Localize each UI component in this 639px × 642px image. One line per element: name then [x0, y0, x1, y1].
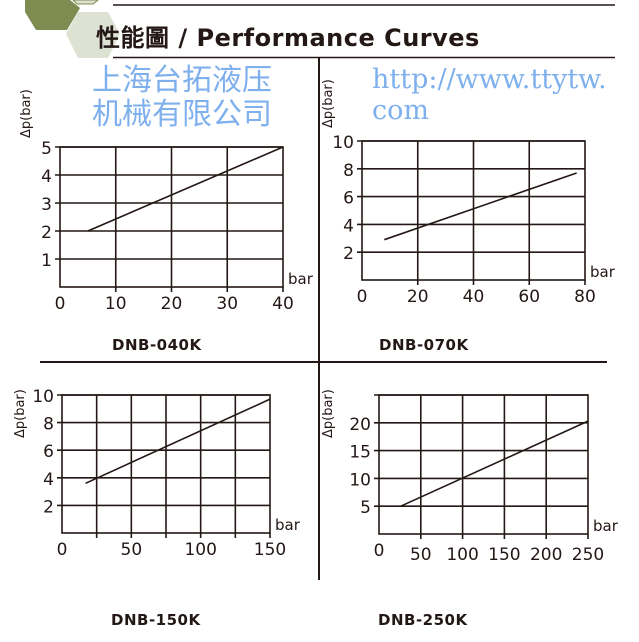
y-tick-label: 5	[41, 139, 52, 159]
x-tick-label: 30	[216, 294, 238, 314]
vertical-divider	[318, 57, 320, 580]
plot-frame	[378, 394, 589, 535]
series-line	[85, 398, 271, 485]
x-axis-label: bar	[590, 263, 616, 281]
y-tick-label: 10	[32, 387, 54, 407]
x-axis-label: bar	[275, 516, 301, 534]
y-tick-label: 4	[343, 216, 354, 236]
y-tick-label: 2	[43, 497, 54, 517]
y-tick-label: 1	[41, 251, 52, 271]
x-tick-label: 60	[518, 287, 540, 307]
y-tick-label: 4	[43, 470, 54, 490]
x-tick-label: 100	[446, 545, 478, 565]
x-tick-label: 150	[488, 545, 520, 565]
x-tick-label: 50	[410, 545, 432, 565]
x-tick-label: 100	[184, 540, 216, 560]
y-axis-label: Δp(bar)	[321, 389, 336, 438]
y-tick-label: 15	[349, 443, 371, 463]
series-line	[384, 172, 577, 241]
y-tick-label: 20	[349, 415, 371, 435]
y-axis-label: Δp(bar)	[19, 89, 34, 138]
y-axis-label: Δp(bar)	[13, 389, 28, 438]
y-tick-label: 8	[343, 161, 354, 181]
x-tick-label: 0	[374, 541, 385, 561]
x-tick-label: 80	[574, 287, 596, 307]
model-label-dnb-250k: DNB-250K	[378, 611, 468, 629]
model-label-dnb-070k: DNB-070K	[379, 336, 469, 354]
y-tick-label: 8	[43, 415, 54, 435]
page-title: 性能圖 / Performance Curves	[96, 24, 480, 52]
y-tick-label: 2	[41, 223, 52, 243]
x-tick-label: 40	[463, 287, 485, 307]
x-tick-label: 20	[161, 294, 183, 314]
x-tick-label: 0	[55, 294, 66, 314]
chart-dnb-070k: 0 20 40 60 80 2 4 6 8 10 bar Δp(bar)	[321, 79, 616, 307]
x-tick-label: 0	[357, 287, 368, 307]
y-tick-label: 6	[343, 189, 354, 209]
x-tick-label: 0	[57, 540, 68, 560]
header-decoration	[25, 0, 615, 59]
chart-dnb-250k: 0 50 100 150 200 250 5 10 15 20 bar Δp(bar)	[321, 389, 619, 565]
y-tick-label: 6	[43, 442, 54, 462]
x-tick-label: 40	[272, 294, 294, 314]
x-tick-label: 150	[254, 540, 286, 560]
y-tick-label: 10	[349, 470, 371, 490]
hexagon-dark	[25, 0, 80, 30]
x-axis-label: bar	[288, 270, 314, 288]
y-tick-label: 5	[360, 498, 371, 518]
x-tick-label: 250	[572, 545, 604, 565]
model-label-dnb-040k: DNB-040K	[112, 336, 202, 354]
chart-dnb-040k: 0 10 20 30 40 1 2 3 4 5 bar Δp(bar)	[19, 89, 314, 314]
hexagon-outline	[72, 0, 99, 5]
x-tick-label: 10	[105, 294, 127, 314]
x-axis-label: bar	[593, 517, 619, 535]
horizontal-divider	[40, 361, 607, 363]
y-axis-label: Δp(bar)	[321, 79, 336, 128]
chart-dnb-150k: 0 50 100 150 2 4 6 8 10 bar Δp(bar)	[13, 387, 301, 560]
hexagon-light	[66, 12, 120, 58]
y-tick-label: 4	[41, 167, 52, 187]
x-tick-label: 20	[407, 287, 429, 307]
series-line	[87, 146, 284, 232]
y-tick-label: 10	[332, 133, 354, 153]
model-label-dnb-150k: DNB-150K	[111, 611, 201, 629]
series-line	[400, 420, 589, 507]
y-tick-label: 2	[343, 244, 354, 264]
x-tick-label: 50	[121, 540, 143, 560]
y-tick-label: 3	[41, 195, 52, 215]
x-tick-label: 200	[530, 545, 562, 565]
